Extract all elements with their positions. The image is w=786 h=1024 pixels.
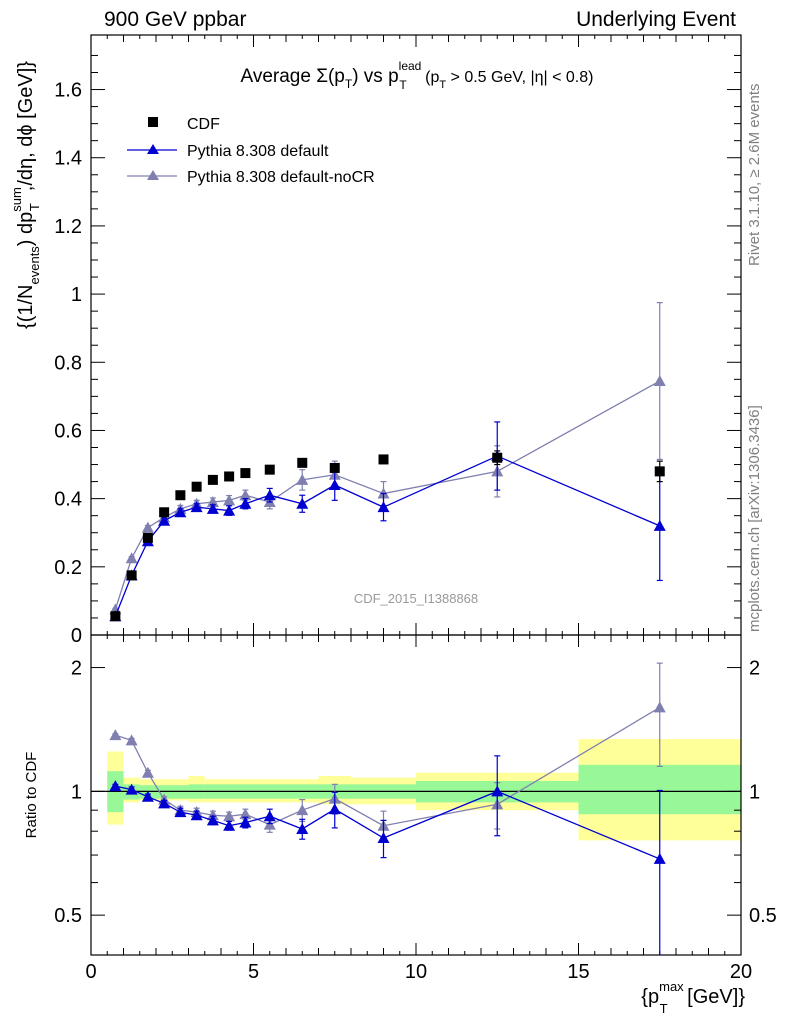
main-y-tick-label: 1.6 (54, 80, 82, 102)
main-axes: 0 0.2 0.4 0.6 0.8 1 1.2 1.4 1.6 (54, 34, 742, 647)
data-point (223, 819, 236, 831)
data-point (328, 479, 341, 490)
data-point (109, 729, 122, 741)
main-y-tick-label: 0.4 (54, 489, 82, 511)
data-point (223, 504, 236, 516)
data-point (125, 783, 138, 795)
data-point (159, 507, 170, 518)
data-point (239, 808, 252, 820)
x-tick-label: 0 (85, 961, 96, 983)
data-point (125, 734, 138, 746)
data-point (263, 489, 276, 501)
data-point (378, 454, 389, 465)
data-point (191, 481, 202, 492)
data-point (240, 468, 251, 479)
data-point (377, 832, 390, 844)
data-point (206, 814, 219, 826)
x-tick-label: 15 (567, 961, 589, 983)
plot-title: Average Σ(pT) vs plead T (pT > 0.5 GeV, |… (241, 59, 594, 92)
data-point (296, 804, 309, 816)
data-point (126, 570, 137, 581)
data-point (296, 473, 309, 485)
data-point (125, 552, 138, 564)
data-point (264, 464, 275, 475)
data-point (263, 810, 276, 822)
ratio-y-tick-label-right: 2 (749, 658, 760, 680)
legend-label-default: Pythia 8.308 default (187, 143, 329, 160)
series-cdf-main (110, 450, 665, 622)
data-point (223, 494, 236, 506)
data-point (141, 766, 154, 778)
data-point (158, 797, 171, 809)
data-point (492, 452, 503, 463)
data-point (239, 489, 252, 501)
legend-marker-cdf (148, 117, 158, 127)
main-y-tick-label: 0.6 (54, 420, 82, 442)
data-point (296, 497, 309, 509)
data-point (297, 457, 308, 468)
data-point (190, 809, 203, 821)
data-point (142, 532, 153, 543)
data-series (109, 302, 666, 955)
data-point (110, 611, 121, 622)
header-left-label: 900 GeV ppbar (104, 8, 247, 31)
data-point (653, 519, 666, 531)
data-point (377, 501, 390, 513)
main-y-tick-label: 1.2 (54, 216, 82, 238)
ratio-y-tick-label-left: 2 (71, 658, 82, 680)
data-point (224, 471, 235, 482)
data-point (206, 502, 219, 514)
x-tick-label: 20 (730, 961, 752, 983)
ratio-axes: 0 5 10 15 20 0.5 0.5 1 1 2 2 (54, 634, 777, 983)
data-point (175, 490, 186, 501)
data-point (654, 466, 665, 477)
data-point (174, 806, 187, 818)
data-point (491, 785, 504, 797)
data-point (653, 701, 666, 713)
data-point (141, 521, 154, 533)
legend-marker-nocr (147, 170, 159, 180)
data-point (329, 462, 340, 473)
x-axis-label: {pmax T [GeV]} (641, 979, 745, 1016)
data-point (190, 501, 203, 513)
data-point (158, 514, 171, 526)
data-point (653, 375, 666, 387)
data-point (109, 780, 122, 792)
main-y-tick-label: 0 (71, 625, 82, 647)
ratio-y-tick-label-left: 1 (71, 781, 82, 803)
legend: CDF Pythia 8.308 default Pythia 8.308 de… (127, 116, 375, 186)
main-y-tick-label: 1 (71, 284, 82, 306)
data-point (328, 803, 341, 815)
ratio-y-axis-label: Ratio to CDF (23, 752, 40, 839)
data-point (174, 506, 187, 518)
ratio-y-tick-label-left: 0.5 (54, 905, 82, 927)
main-y-tick-label: 1.4 (54, 148, 82, 170)
legend-label-cdf: CDF (187, 116, 220, 133)
series-pythia-default-ratio (109, 755, 666, 955)
ratio-y-tick-label-right: 0.5 (749, 905, 777, 927)
data-point (207, 474, 218, 485)
data-point (239, 497, 252, 509)
x-tick-label: 5 (248, 961, 259, 983)
legend-marker-default (147, 144, 159, 154)
data-point (296, 822, 309, 834)
header-right-label: Underlying Event (576, 8, 736, 31)
main-y-axis-label: {(1/Nevents) dpsum T,/dη, dϕ [GeV]} (9, 61, 42, 329)
data-point (141, 790, 154, 802)
x-tick-label: 10 (405, 961, 427, 983)
analysis-watermark: CDF_2015_I1388868 (354, 591, 478, 606)
legend-label-nocr: Pythia 8.308 default-noCR (187, 169, 375, 186)
main-y-tick-label: 0.2 (54, 557, 82, 579)
main-y-tick-label: 0.8 (54, 352, 82, 374)
data-point (653, 852, 666, 864)
data-point (223, 810, 236, 822)
data-point (239, 816, 252, 828)
ratio-y-tick-label-right: 1 (749, 781, 760, 803)
